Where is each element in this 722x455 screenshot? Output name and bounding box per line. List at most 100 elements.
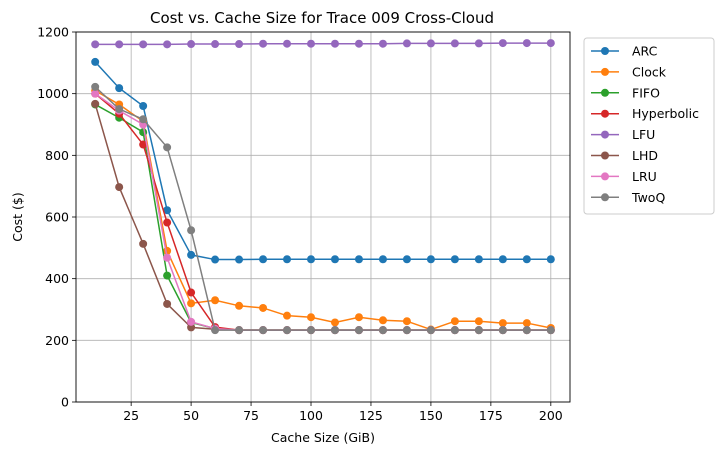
data-point-twoq bbox=[426, 326, 435, 335]
y-tick-label: 200 bbox=[45, 333, 69, 348]
data-point-lfu bbox=[139, 40, 148, 49]
legend-label: LFU bbox=[632, 127, 655, 142]
data-point-arc bbox=[283, 255, 292, 264]
legend-item-lru: LRU bbox=[591, 169, 657, 184]
series-line-lfu bbox=[95, 42, 551, 46]
legend-item-twoq: TwoQ bbox=[591, 190, 665, 205]
data-point-lfu bbox=[378, 39, 387, 48]
data-point-twoq bbox=[546, 326, 555, 335]
data-point-lfu bbox=[330, 39, 339, 48]
legend-label: LHD bbox=[632, 148, 658, 163]
data-point-twoq bbox=[474, 326, 483, 335]
y-tick-label: 0 bbox=[61, 395, 69, 410]
y-axis-title: Cost ($) bbox=[10, 192, 25, 241]
data-point-clock bbox=[259, 303, 268, 312]
data-point-arc bbox=[91, 57, 100, 66]
data-point-lfu bbox=[546, 39, 555, 48]
data-point-arc bbox=[211, 255, 220, 264]
series-hyperbolic bbox=[91, 89, 555, 335]
data-point-arc bbox=[378, 255, 387, 264]
data-point-arc bbox=[354, 255, 363, 264]
data-point-twoq bbox=[402, 326, 411, 335]
data-point-clock bbox=[378, 316, 387, 325]
legend-label: ARC bbox=[632, 44, 658, 59]
legend-item-clock: Clock bbox=[591, 64, 667, 79]
data-point-arc bbox=[402, 255, 411, 264]
x-tick-label: 100 bbox=[299, 408, 323, 423]
data-point-lfu bbox=[163, 40, 172, 49]
series-line-twoq bbox=[94, 86, 551, 331]
data-point-lhd bbox=[91, 99, 100, 108]
legend-label: LRU bbox=[632, 169, 657, 184]
y-ticks: 0 200 400 600 800 1000 1200 bbox=[37, 25, 76, 410]
data-point-clock bbox=[330, 318, 339, 327]
data-point-arc bbox=[139, 102, 148, 110]
data-point-twoq bbox=[522, 326, 531, 335]
legend-label: Clock bbox=[632, 64, 667, 79]
data-point-arc bbox=[330, 255, 339, 264]
data-point-lfu bbox=[474, 39, 483, 48]
data-point-twoq bbox=[330, 326, 339, 335]
x-tick-label: 25 bbox=[123, 408, 139, 423]
data-point-lhd bbox=[187, 323, 196, 332]
series-line-clock bbox=[94, 89, 551, 331]
data-point-arc bbox=[450, 255, 459, 264]
data-point-lfu bbox=[522, 39, 531, 48]
data-point-twoq bbox=[235, 326, 244, 335]
series-lru bbox=[91, 89, 555, 335]
series-twoq bbox=[91, 82, 555, 335]
y-tick-label: 400 bbox=[45, 271, 69, 286]
data-point-clock bbox=[307, 313, 316, 322]
x-ticks: 25 50 75 100 125 150 175 200 bbox=[123, 402, 563, 423]
series-arc bbox=[91, 57, 555, 264]
data-point-twoq bbox=[115, 105, 124, 114]
data-point-clock bbox=[354, 313, 363, 322]
data-point-twoq bbox=[307, 326, 316, 335]
data-point-hyperbolic bbox=[163, 218, 172, 227]
data-point-clock bbox=[402, 317, 411, 326]
data-point-lhd bbox=[139, 239, 148, 248]
data-point-fifo bbox=[163, 271, 172, 280]
series-layer bbox=[91, 39, 555, 335]
x-tick-label: 175 bbox=[479, 408, 503, 423]
data-point-lru bbox=[187, 317, 196, 326]
data-point-lfu bbox=[211, 40, 220, 49]
x-tick-label: 150 bbox=[419, 408, 443, 423]
data-point-arc bbox=[426, 255, 435, 264]
data-point-arc bbox=[235, 255, 244, 264]
legend-marker bbox=[601, 130, 609, 139]
data-point-clock bbox=[474, 317, 483, 326]
data-point-twoq bbox=[163, 143, 172, 152]
data-point-twoq bbox=[283, 326, 292, 335]
data-point-lfu bbox=[426, 39, 435, 48]
data-point-fifo bbox=[139, 128, 148, 137]
data-point-lfu bbox=[498, 39, 507, 48]
data-point-lfu bbox=[402, 39, 411, 48]
legend: ARC Clock FIFO Hyperbolic LFU LHD LRU TwoQ bbox=[583, 37, 715, 215]
data-point-lfu bbox=[450, 39, 459, 48]
x-axis-title: Cache Size (GiB) bbox=[271, 430, 375, 445]
data-point-twoq bbox=[354, 326, 363, 335]
data-point-twoq bbox=[211, 326, 220, 335]
data-point-twoq bbox=[450, 326, 459, 335]
legend-marker bbox=[601, 109, 609, 118]
data-point-lfu bbox=[115, 40, 124, 49]
data-point-clock bbox=[211, 296, 220, 305]
legend-item-fifo: FIFO bbox=[591, 85, 660, 100]
legend-marker bbox=[601, 47, 609, 55]
data-point-clock bbox=[283, 311, 292, 320]
data-point-lhd bbox=[163, 299, 172, 308]
data-point-twoq bbox=[378, 326, 387, 335]
data-point-arc bbox=[163, 206, 172, 215]
data-point-arc bbox=[115, 84, 124, 93]
data-point-lfu bbox=[354, 39, 363, 48]
data-point-twoq bbox=[91, 82, 100, 91]
x-tick-label: 50 bbox=[183, 408, 199, 423]
data-point-hyperbolic bbox=[187, 288, 196, 297]
data-point-arc bbox=[522, 255, 531, 264]
legend-label: FIFO bbox=[632, 85, 660, 100]
data-point-lfu bbox=[235, 40, 244, 49]
data-point-lru bbox=[91, 89, 100, 98]
data-point-twoq bbox=[187, 226, 196, 235]
